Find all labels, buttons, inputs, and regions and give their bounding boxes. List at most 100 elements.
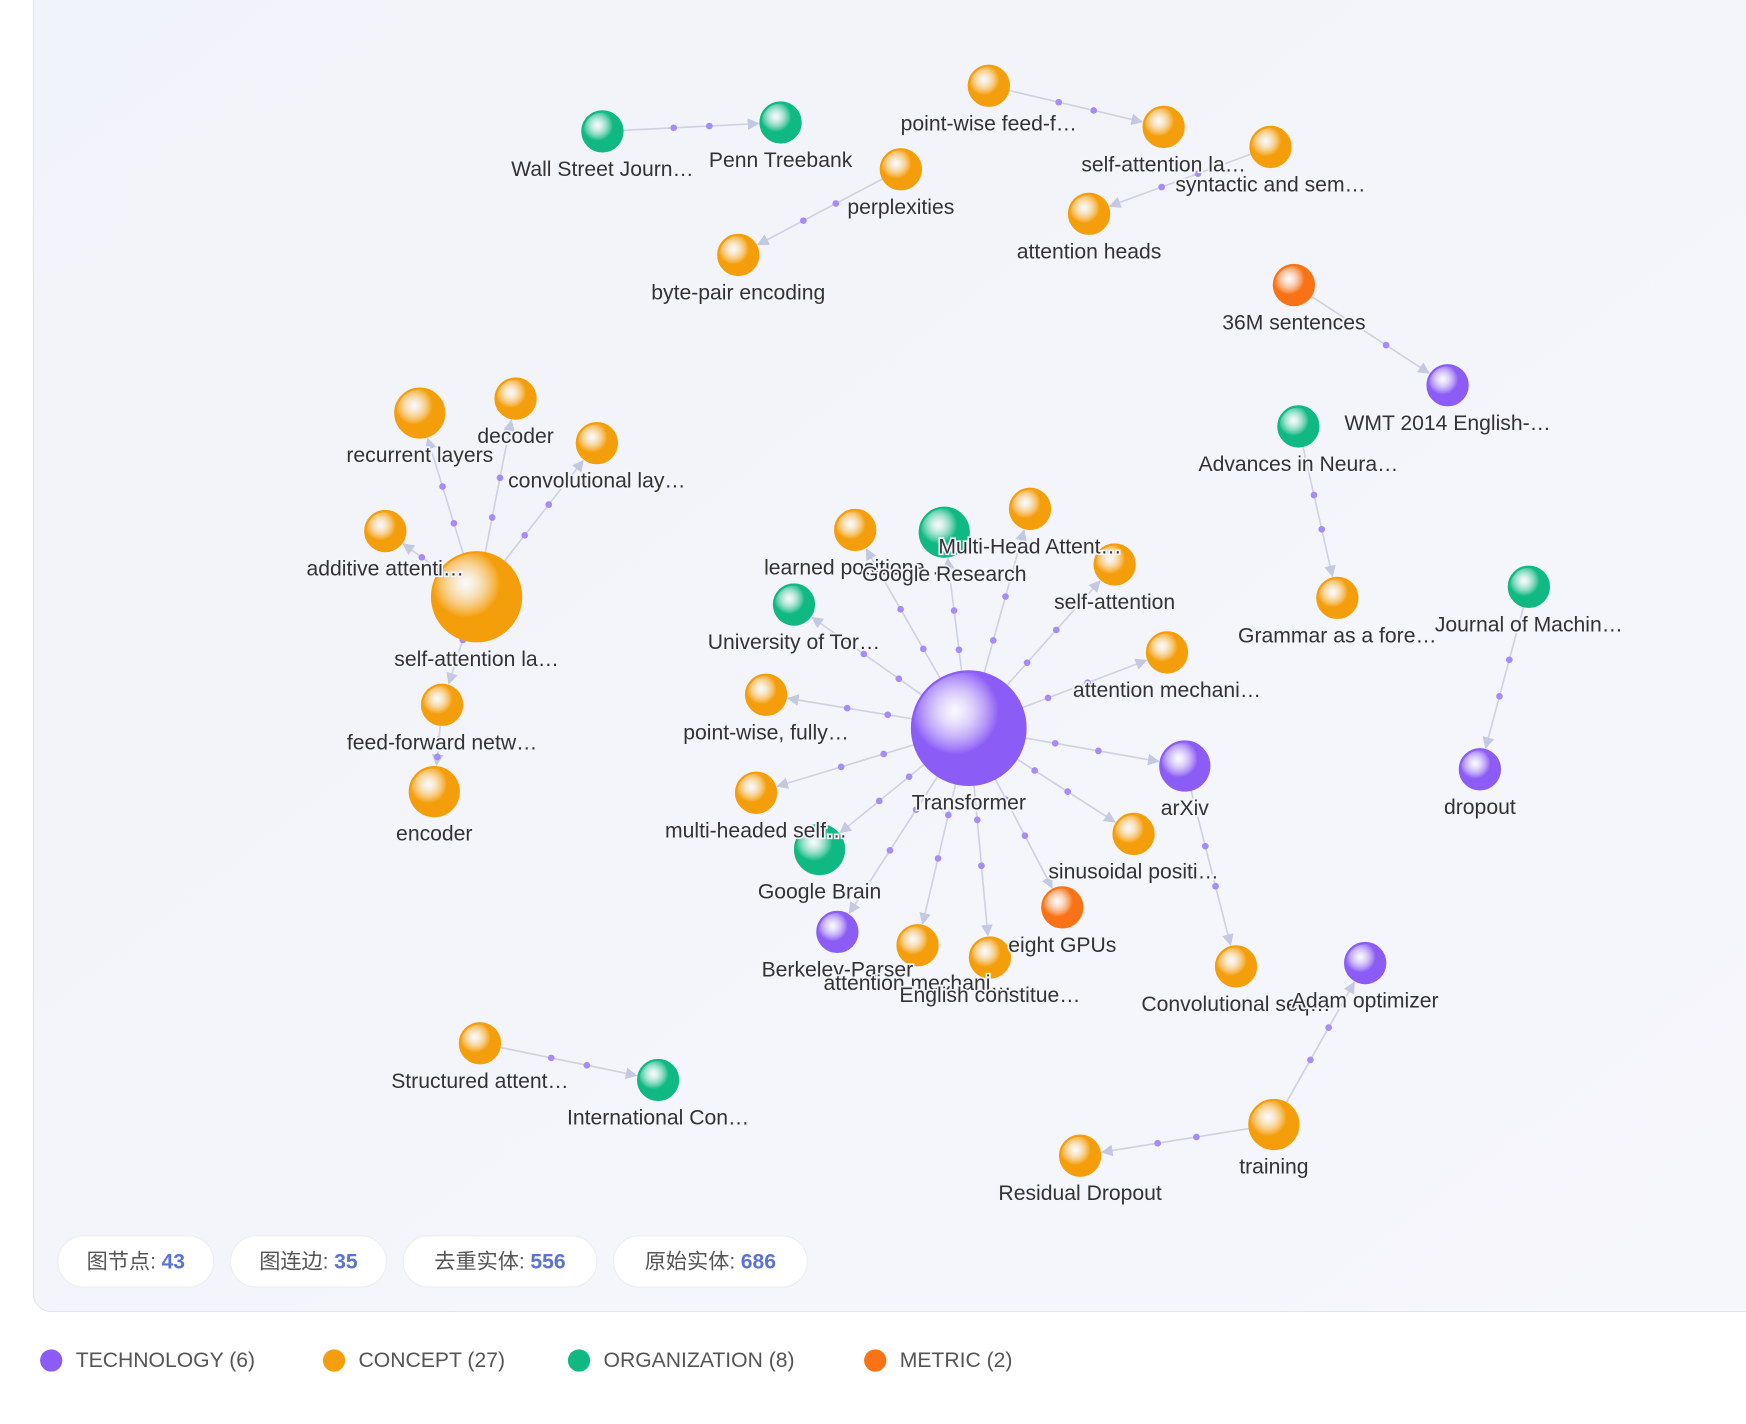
edge-particle <box>439 483 446 490</box>
node[interactable] <box>1249 125 1292 169</box>
edge <box>1285 981 1355 1104</box>
edge-particle <box>895 675 903 683</box>
edge <box>622 118 760 132</box>
node[interactable] <box>575 421 619 465</box>
edge-particle <box>1382 341 1390 349</box>
edge-particle <box>897 605 904 613</box>
node-label: attention heads <box>1017 240 1162 263</box>
edge-particle <box>1212 882 1219 890</box>
stat-text: 原始实体: 686 <box>645 1249 776 1273</box>
edge-particle <box>583 1061 591 1069</box>
node[interactable] <box>1458 748 1502 791</box>
node[interactable] <box>967 64 1010 107</box>
legend-swatch[interactable] <box>567 1349 591 1372</box>
edge-particle <box>860 650 868 658</box>
edge <box>1190 789 1234 946</box>
node[interactable] <box>1159 740 1211 792</box>
edge-particle <box>955 646 963 654</box>
node[interactable] <box>1344 941 1387 985</box>
node[interactable] <box>1277 405 1320 448</box>
node[interactable] <box>717 233 760 277</box>
legend-label[interactable]: CONCEPT (27) <box>359 1349 505 1372</box>
stat-pill <box>612 1235 808 1288</box>
edge-particle <box>978 862 985 870</box>
node[interactable] <box>1142 105 1185 149</box>
node[interactable] <box>1093 543 1136 586</box>
node[interactable] <box>759 101 802 144</box>
node[interactable] <box>1112 812 1155 856</box>
edge-particle <box>1031 767 1039 774</box>
node[interactable] <box>744 673 788 716</box>
node[interactable] <box>896 924 939 967</box>
node[interactable] <box>1058 1134 1102 1177</box>
node[interactable] <box>1248 1098 1300 1151</box>
node[interactable] <box>1214 945 1258 988</box>
node[interactable] <box>581 110 624 153</box>
node[interactable] <box>394 387 446 439</box>
edge-particle <box>973 816 981 824</box>
node-label: English constitue… <box>899 984 1080 1007</box>
node-label: syntactic and sem… <box>1175 174 1365 197</box>
node[interactable] <box>420 683 464 726</box>
edge <box>811 616 923 697</box>
edge-particle <box>1307 1056 1314 1064</box>
node[interactable] <box>1272 263 1316 307</box>
edge-particle <box>1023 659 1031 667</box>
node[interactable] <box>364 509 407 553</box>
edge <box>1021 658 1148 709</box>
node[interactable] <box>1041 886 1084 929</box>
node[interactable] <box>772 583 816 626</box>
edge-particle <box>1051 739 1059 747</box>
node[interactable] <box>430 551 523 643</box>
node[interactable] <box>408 765 460 818</box>
legend-label[interactable]: ORGANIZATION (8) <box>604 1349 795 1372</box>
node[interactable] <box>734 771 778 814</box>
edge-particle <box>832 200 840 207</box>
edge-particle <box>705 122 713 130</box>
node-label: Adam optimizer <box>1292 990 1439 1013</box>
node[interactable] <box>1507 565 1551 608</box>
edge-particle <box>545 501 553 508</box>
node[interactable] <box>793 823 846 876</box>
node-label: eight GPUs <box>1008 934 1116 957</box>
edge-particle <box>912 806 920 813</box>
node-label: Google Research <box>862 563 1027 586</box>
legend-swatch[interactable] <box>322 1349 346 1372</box>
legend-label[interactable]: TECHNOLOGY (6) <box>76 1349 255 1372</box>
node-label: Residual Dropout <box>998 1182 1161 1205</box>
edge-particle <box>886 847 894 854</box>
edge-particle <box>1352 321 1359 329</box>
node[interactable] <box>1316 576 1359 620</box>
node-label: Convolutional seq… <box>1141 993 1330 1016</box>
legend-swatch[interactable] <box>864 1349 887 1372</box>
edge-particle <box>1505 656 1513 664</box>
edge-particle <box>418 554 426 561</box>
node[interactable] <box>968 936 1012 979</box>
node[interactable] <box>918 506 970 558</box>
edge-particle <box>837 763 845 771</box>
stat-label: 图连边: <box>259 1249 328 1273</box>
stat-pill <box>57 1235 215 1288</box>
edge-particle <box>1496 692 1503 700</box>
node[interactable] <box>494 377 537 420</box>
node[interactable] <box>1067 192 1111 235</box>
edge-particle <box>1193 1133 1200 1141</box>
node[interactable] <box>879 148 922 191</box>
node[interactable] <box>458 1022 502 1065</box>
node-label: Berkeley-Parser <box>762 958 914 981</box>
edge-particle <box>884 711 892 719</box>
node[interactable] <box>816 910 859 954</box>
node[interactable] <box>834 508 877 552</box>
stat-pill <box>229 1235 387 1288</box>
node[interactable] <box>1145 631 1189 674</box>
node[interactable] <box>1008 487 1052 530</box>
node-label: perplexities <box>847 196 954 219</box>
edge <box>1108 153 1253 208</box>
legend-swatch[interactable] <box>40 1349 63 1372</box>
node[interactable] <box>910 670 1027 787</box>
node[interactable] <box>1426 364 1469 407</box>
edge-particle <box>1158 183 1165 191</box>
legend-label[interactable]: METRIC (2) <box>900 1349 1013 1372</box>
node-label: training <box>1239 1156 1308 1179</box>
node[interactable] <box>636 1058 680 1102</box>
